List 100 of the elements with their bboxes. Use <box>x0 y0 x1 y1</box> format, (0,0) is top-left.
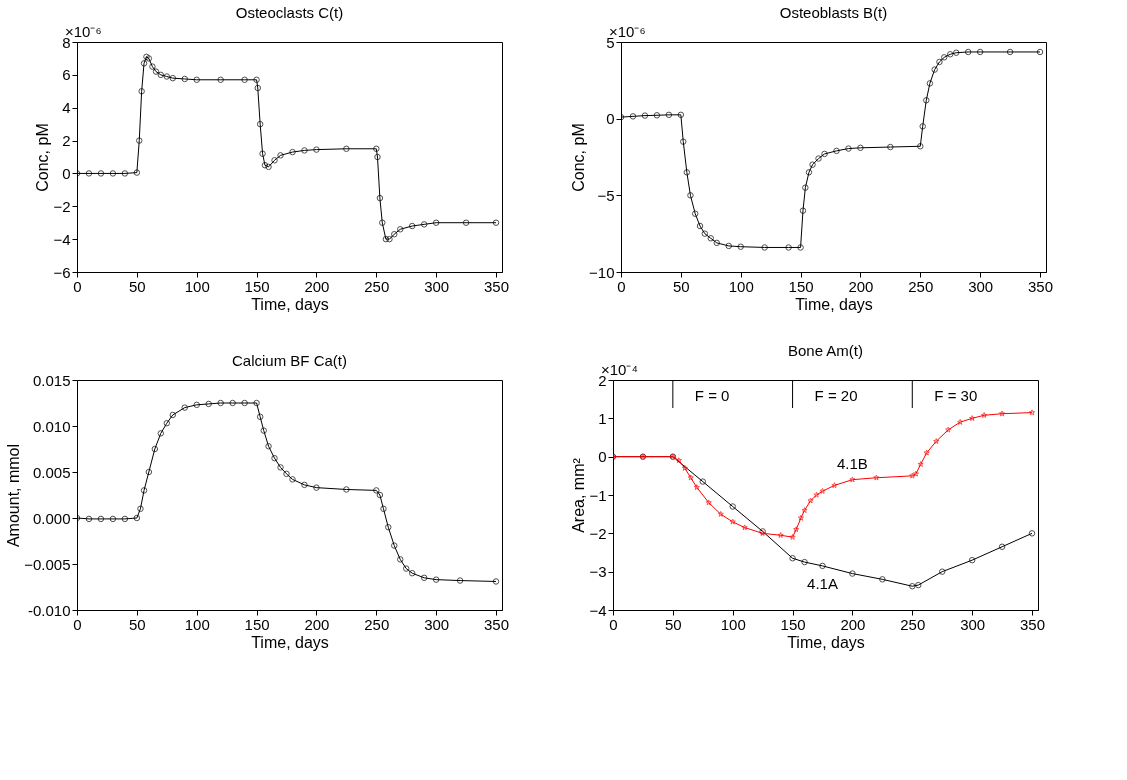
x-axis-title: Time, days <box>251 295 329 313</box>
point <box>936 58 943 66</box>
point <box>253 399 260 407</box>
x-tick-label: 200 <box>848 277 874 295</box>
point <box>797 514 805 521</box>
x-tick-label: 100 <box>720 615 746 633</box>
point <box>680 138 687 145</box>
point <box>386 235 393 243</box>
point <box>873 474 880 481</box>
point <box>137 505 144 513</box>
point <box>145 468 153 476</box>
point <box>169 74 177 82</box>
x-tick-label: 350 <box>1020 615 1046 633</box>
point <box>737 243 744 250</box>
y-axis-title: Area, mm² <box>570 457 588 533</box>
x-tick-label: 250 <box>364 615 390 633</box>
point <box>420 574 428 582</box>
point <box>683 169 691 176</box>
point <box>687 192 694 199</box>
x-tick-label: 50 <box>665 615 682 633</box>
x-tick-label: 150 <box>244 615 270 633</box>
point <box>462 219 470 226</box>
point <box>789 555 796 562</box>
point <box>677 111 685 119</box>
x-axis-title: Time, days <box>251 633 329 651</box>
y-tick-label: −5 <box>597 186 615 204</box>
point <box>941 54 948 61</box>
point <box>946 51 954 58</box>
point <box>140 487 148 494</box>
point <box>815 155 822 162</box>
annotation: F = 0 <box>694 387 730 404</box>
point <box>831 482 838 489</box>
point <box>1028 409 1036 416</box>
point <box>693 484 700 491</box>
point <box>277 464 284 471</box>
point <box>981 412 988 418</box>
point <box>217 399 224 407</box>
y-tick-label: −6 <box>53 263 71 281</box>
text: ×10⁻⁶ <box>609 23 646 40</box>
point <box>926 80 934 87</box>
point <box>819 562 826 570</box>
point <box>919 123 926 130</box>
x-tick-label: 200 <box>304 615 330 633</box>
point <box>97 515 105 523</box>
point <box>85 170 93 177</box>
y-tick-label: 0 <box>598 448 607 466</box>
point <box>653 112 661 119</box>
point <box>681 464 688 471</box>
point <box>385 523 392 531</box>
point <box>143 53 150 61</box>
point <box>259 150 266 157</box>
chart-title: Osteoblasts B(t) <box>779 4 888 21</box>
point <box>121 170 129 177</box>
y-tick-label: −10 <box>589 263 615 281</box>
point <box>805 169 813 176</box>
point <box>181 75 188 83</box>
y-tick-label: 4 <box>62 99 71 117</box>
point <box>157 71 165 79</box>
point <box>629 113 637 120</box>
point <box>408 222 416 230</box>
y-tick-label: −2 <box>589 524 607 542</box>
y-tick-label: 0.010 <box>32 417 71 435</box>
point <box>136 137 143 144</box>
point <box>969 415 976 422</box>
point <box>163 73 171 80</box>
point <box>789 533 796 540</box>
x-tick-label: 250 <box>900 615 926 633</box>
point <box>687 474 694 481</box>
x-tick-label: 0 <box>73 277 82 295</box>
chart-title: Bone Am(t) <box>787 342 864 359</box>
point <box>915 581 922 589</box>
point <box>420 221 428 228</box>
x-tick-label: 300 <box>960 615 986 633</box>
x-tick-label: 150 <box>788 277 814 295</box>
point <box>133 169 141 176</box>
point <box>887 143 894 151</box>
point <box>265 443 272 450</box>
y-tick-label: −3 <box>589 563 607 581</box>
point <box>181 404 188 411</box>
point <box>701 230 709 237</box>
point <box>260 427 267 434</box>
point <box>343 486 350 493</box>
y-tick-label: 0 <box>62 164 71 182</box>
x-axis-title: Time, days <box>795 295 873 313</box>
point <box>379 219 386 226</box>
point <box>271 454 278 462</box>
x-tick-label: 300 <box>424 277 450 295</box>
point <box>193 76 200 84</box>
point <box>163 420 171 427</box>
point <box>109 515 117 523</box>
y-tick-label: 0.005 <box>32 463 71 481</box>
y-tick-label: −0.005 <box>24 555 71 573</box>
point <box>665 111 673 119</box>
x-tick-label: 150 <box>244 277 270 295</box>
x-tick-label: 250 <box>908 277 934 295</box>
annotation: F = 30 <box>934 387 978 404</box>
point <box>109 170 117 177</box>
point <box>138 88 145 95</box>
point <box>289 148 296 156</box>
x-tick-label: 0 <box>73 615 82 633</box>
